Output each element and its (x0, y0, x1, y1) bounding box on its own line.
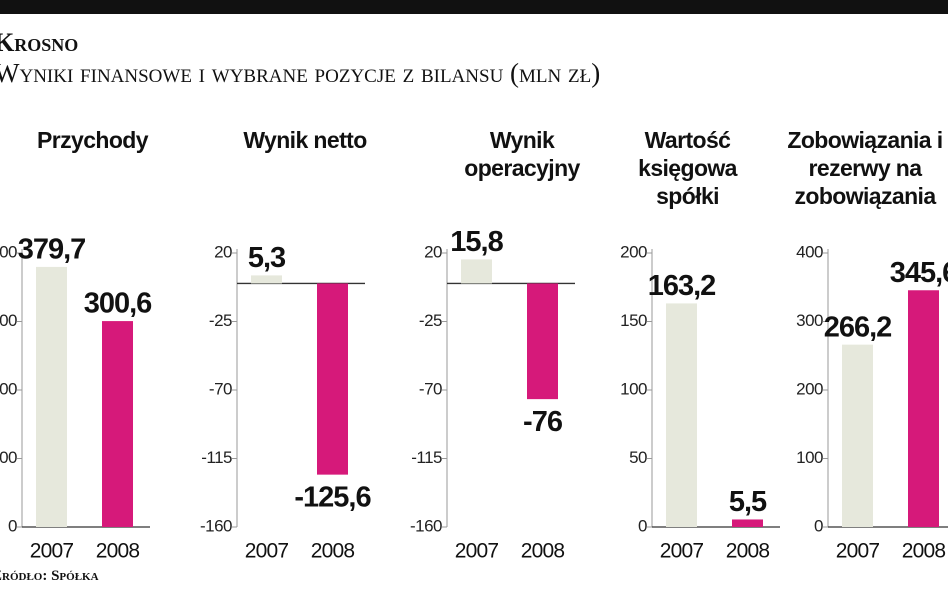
y-tick-label: 20 (214, 242, 232, 261)
source: Źródło: Spółka (0, 568, 99, 584)
y-tick-label: 0 (814, 516, 823, 535)
y-tick-label: 0 (8, 516, 17, 535)
bar (527, 283, 558, 400)
x-tick-label: 2008 (726, 540, 770, 563)
chart-title: Wartość księgowa spółki (638, 127, 737, 209)
value-label: 266,2 (824, 311, 892, 343)
y-tick-label: -25 (209, 311, 232, 330)
bar (36, 266, 67, 527)
bar (842, 344, 873, 527)
x-tick-label: 2008 (521, 540, 565, 563)
title: Krosno (0, 28, 79, 57)
bar (317, 283, 348, 475)
bar (666, 303, 697, 527)
x-tick-label: 2007 (30, 540, 74, 563)
value-label: 379,7 (18, 234, 86, 266)
x-tick-label: 2007 (455, 540, 499, 563)
chart-title: Przychody (37, 127, 149, 153)
y-tick-label: -115 (201, 448, 232, 467)
bar (251, 275, 282, 284)
x-tick-label: 2008 (902, 540, 946, 563)
y-tick-label: 0 (638, 516, 647, 535)
value-label: 300,6 (84, 288, 152, 320)
x-tick-label: 2007 (245, 540, 289, 563)
value-label: 15,8 (450, 226, 503, 258)
y-tick-label: -115 (411, 448, 442, 467)
x-tick-label: 2007 (836, 540, 880, 563)
top-bar (0, 0, 948, 14)
y-tick-label: 400 (796, 242, 823, 261)
bar (102, 321, 133, 527)
y-tick-label: 150 (620, 311, 647, 330)
value-label: 5,5 (729, 486, 767, 518)
value-label: -76 (523, 406, 563, 438)
y-tick-label: -70 (419, 379, 442, 398)
subtitle: Wyniki finansowe i wybrane pozycje z bil… (0, 58, 601, 88)
bar (732, 519, 763, 527)
y-tick-label: 300 (0, 311, 17, 330)
chart-title: Wynik operacyjny (464, 127, 580, 181)
y-tick-label: 100 (620, 379, 647, 398)
y-tick-label: 100 (0, 448, 17, 467)
y-tick-label: 400 (0, 242, 17, 261)
y-tick-label: -70 (209, 379, 232, 398)
y-tick-label: 300 (796, 311, 823, 330)
value-label: 5,3 (248, 242, 286, 274)
value-label: -125,6 (294, 481, 371, 513)
y-tick-label: 100 (796, 448, 823, 467)
x-tick-label: 2008 (311, 540, 355, 563)
y-tick-label: -160 (200, 516, 232, 535)
chart-title: Wynik netto (243, 127, 367, 153)
value-label: 345,6 (890, 257, 948, 289)
y-tick-label: 200 (796, 379, 823, 398)
y-tick-label: 200 (0, 379, 17, 398)
x-tick-label: 2007 (660, 540, 704, 563)
y-tick-label: 50 (629, 448, 647, 467)
y-tick-label: -25 (419, 311, 442, 330)
x-tick-label: 2008 (96, 540, 140, 563)
y-tick-label: 20 (424, 242, 442, 261)
y-tick-label: -160 (410, 516, 442, 535)
bar (461, 259, 492, 284)
value-label: 163,2 (648, 270, 716, 302)
bar (908, 290, 939, 527)
chart-title: Zobowiązania i rezerwy na zobowiązania (787, 127, 943, 209)
y-tick-label: 200 (620, 242, 647, 261)
